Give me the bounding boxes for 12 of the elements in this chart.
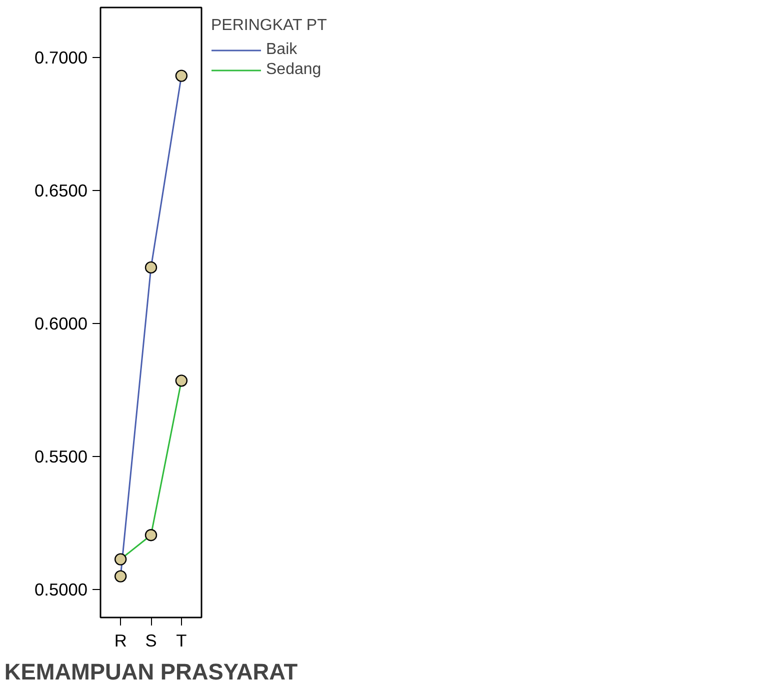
x-tick-label: S [145, 630, 157, 650]
x-tick-label: R [114, 630, 127, 650]
y-tick-label: 0.7000 [34, 48, 88, 68]
x-tick-label: T [176, 630, 188, 650]
legend-title: PERINGKAT PT [211, 17, 327, 35]
y-tick-label: 0.5000 [34, 579, 88, 600]
legend-label: Sedang [266, 61, 322, 79]
y-tick-label: 0.5500 [34, 446, 88, 466]
legend-label: Baik [266, 41, 298, 59]
y-tick-label: 0.6500 [34, 180, 88, 201]
x-axis-title: KEMAMPUAN PRASYARAT [4, 658, 298, 684]
y-tick-label: 0.6000 [34, 314, 88, 334]
